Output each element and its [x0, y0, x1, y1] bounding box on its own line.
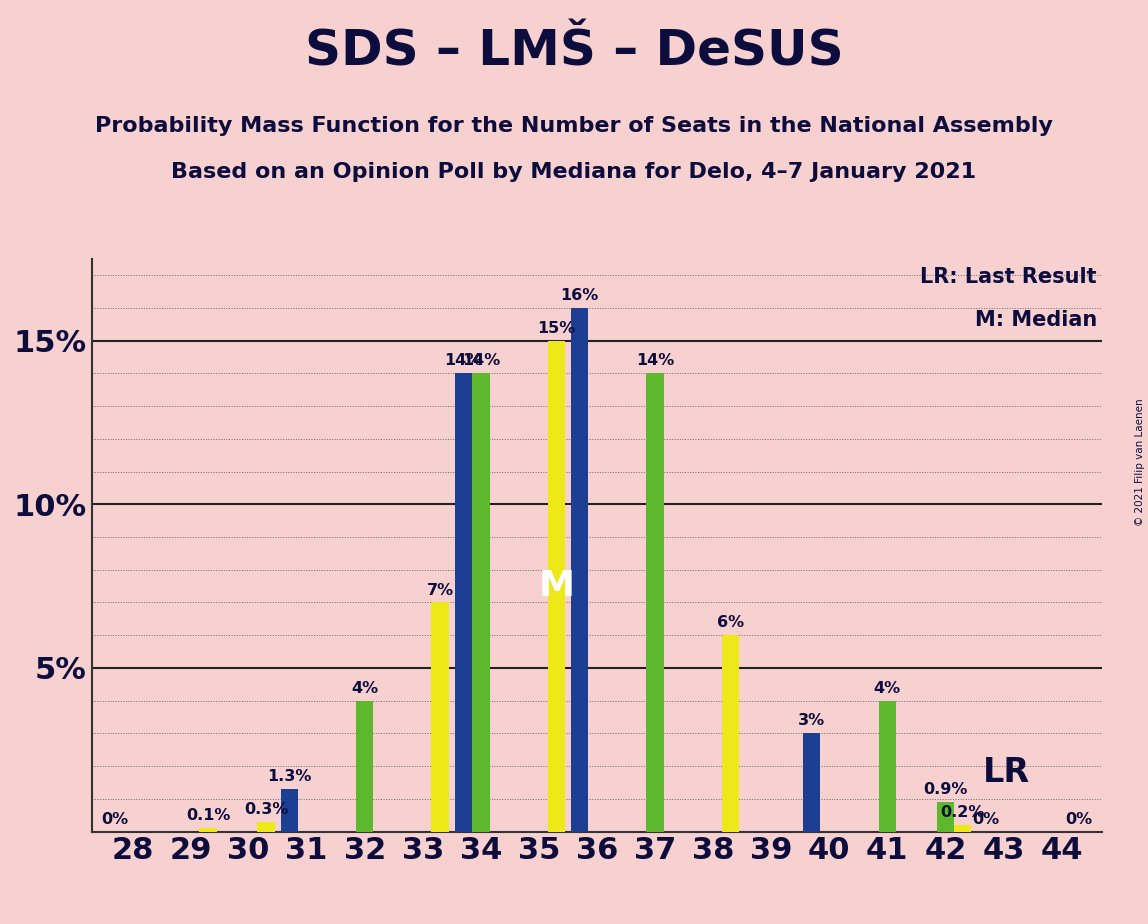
Text: 15%: 15% — [537, 321, 575, 335]
Text: © 2021 Filip van Laenen: © 2021 Filip van Laenen — [1135, 398, 1145, 526]
Text: M: M — [538, 569, 574, 603]
Bar — [571, 308, 588, 832]
Text: 7%: 7% — [427, 582, 453, 598]
Text: 14%: 14% — [636, 353, 674, 369]
Text: Probability Mass Function for the Number of Seats in the National Assembly: Probability Mass Function for the Number… — [95, 116, 1053, 136]
Bar — [472, 373, 489, 832]
Text: 6%: 6% — [718, 615, 744, 630]
Bar — [937, 802, 954, 832]
Text: 14%: 14% — [444, 353, 482, 369]
Bar — [646, 373, 664, 832]
Bar — [455, 373, 472, 832]
Bar — [878, 700, 895, 832]
Text: 4%: 4% — [351, 681, 379, 696]
Text: LR: Last Result: LR: Last Result — [921, 267, 1097, 287]
Text: LR: LR — [983, 756, 1030, 789]
Text: 0.3%: 0.3% — [243, 802, 288, 817]
Text: 0.1%: 0.1% — [186, 808, 230, 823]
Bar — [280, 789, 298, 832]
Text: M: Median: M: Median — [975, 310, 1097, 330]
Bar — [356, 700, 373, 832]
Bar — [548, 341, 565, 832]
Text: 3%: 3% — [798, 713, 825, 728]
Text: Based on an Opinion Poll by Mediana for Delo, 4–7 January 2021: Based on an Opinion Poll by Mediana for … — [171, 162, 977, 182]
Text: 0.9%: 0.9% — [923, 783, 968, 797]
Bar — [257, 821, 274, 832]
Bar — [200, 828, 217, 832]
Text: 14%: 14% — [461, 353, 501, 369]
Text: 1.3%: 1.3% — [267, 769, 311, 784]
Text: 0.2%: 0.2% — [940, 805, 985, 821]
Text: 16%: 16% — [560, 288, 598, 303]
Bar — [804, 734, 821, 832]
Bar — [722, 635, 739, 832]
Text: 4%: 4% — [874, 681, 901, 696]
Bar — [432, 602, 449, 832]
Text: SDS – LMŠ – DeSUS: SDS – LMŠ – DeSUS — [304, 28, 844, 76]
Text: 0%: 0% — [101, 811, 129, 827]
Text: 0%: 0% — [1065, 811, 1093, 827]
Text: 0%: 0% — [972, 811, 1000, 827]
Bar — [954, 825, 971, 832]
